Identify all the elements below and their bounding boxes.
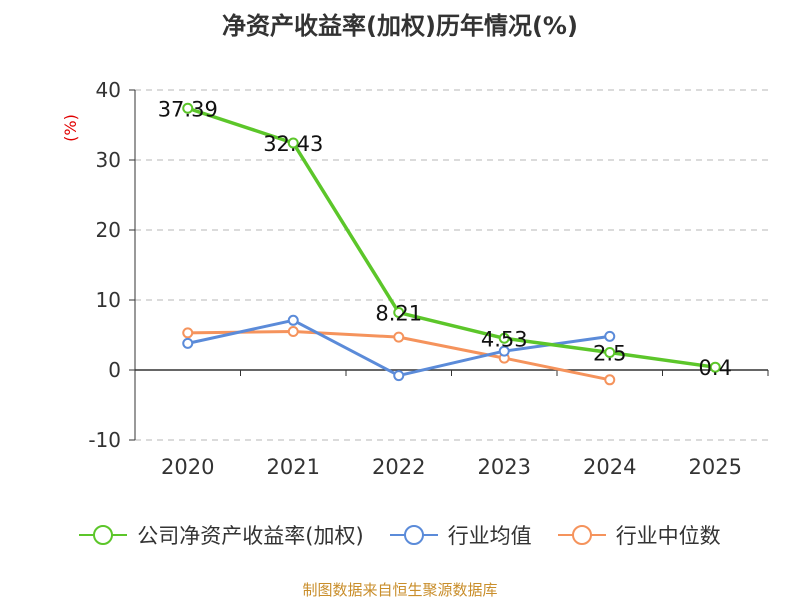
legend-swatch-icon xyxy=(557,525,606,545)
legend-item-industry-median[interactable]: 行业中位数 xyxy=(557,520,721,550)
data-point xyxy=(287,326,299,337)
y-tick-label: 40 xyxy=(96,78,121,102)
data-label: 37.39 xyxy=(158,97,218,121)
data-point xyxy=(604,330,616,342)
legend-label: 行业中位数 xyxy=(615,524,721,548)
y-axis-label: (%) xyxy=(61,114,80,142)
x-tick-label: 2025 xyxy=(689,455,742,479)
x-tick-label: 2022 xyxy=(372,455,425,479)
legend-swatch-icon xyxy=(79,525,128,545)
data-label: 8.21 xyxy=(375,302,422,326)
y-tick-label: 0 xyxy=(108,358,121,382)
data-label: 0.4 xyxy=(699,356,732,380)
data-point xyxy=(393,307,405,319)
data-point xyxy=(287,137,299,149)
data-point xyxy=(182,327,194,339)
data-point xyxy=(287,314,299,326)
y-tick-label: 30 xyxy=(96,148,121,172)
y-tick-label: 10 xyxy=(96,288,121,312)
legend-swatch-icon xyxy=(389,525,438,545)
series xyxy=(182,102,721,386)
data-point xyxy=(498,345,510,357)
data-point xyxy=(604,374,616,386)
data-point xyxy=(604,347,616,358)
data-point xyxy=(393,370,405,382)
gridlines xyxy=(135,89,768,441)
source-note: 制图数据来自恒生聚源数据库 xyxy=(302,581,498,599)
data-point xyxy=(182,337,194,349)
x-tick-label: 2024 xyxy=(583,455,636,479)
data-label: 32.43 xyxy=(263,132,323,156)
data-point xyxy=(498,332,510,344)
x-tick-label: 2020 xyxy=(161,455,214,479)
data-point xyxy=(182,102,194,114)
data-point xyxy=(393,331,405,343)
series-line xyxy=(187,106,716,369)
legend: 公司净资产收益率(加权) 行业均值 行业中位数 xyxy=(0,520,800,550)
data-labels: 37.39 32.43 8.21 4.53 2.5 0.4 xyxy=(158,97,732,380)
legend-label: 公司净资产收益率(加权) xyxy=(137,524,364,548)
chart-title: 净资产收益率(加权)历年情况(%) xyxy=(222,12,578,40)
x-tick-label: 2021 xyxy=(267,455,320,479)
axes: 40 30 20 10 0 -10 2020 2021 2022 2023 2024 2025 (%) xyxy=(61,78,769,479)
legend-item-industry-mean[interactable]: 行业均值 xyxy=(389,520,532,550)
data-point xyxy=(709,361,721,373)
y-tick-label: -10 xyxy=(88,428,121,452)
y-tick-label: 20 xyxy=(96,218,121,242)
data-label: 2.5 xyxy=(593,342,626,366)
data-label: 4.53 xyxy=(481,327,528,351)
legend-label: 行业均值 xyxy=(447,524,532,548)
legend-item-company-roe[interactable]: 公司净资产收益率(加权) xyxy=(79,520,364,550)
x-tick-label: 2023 xyxy=(478,455,531,479)
